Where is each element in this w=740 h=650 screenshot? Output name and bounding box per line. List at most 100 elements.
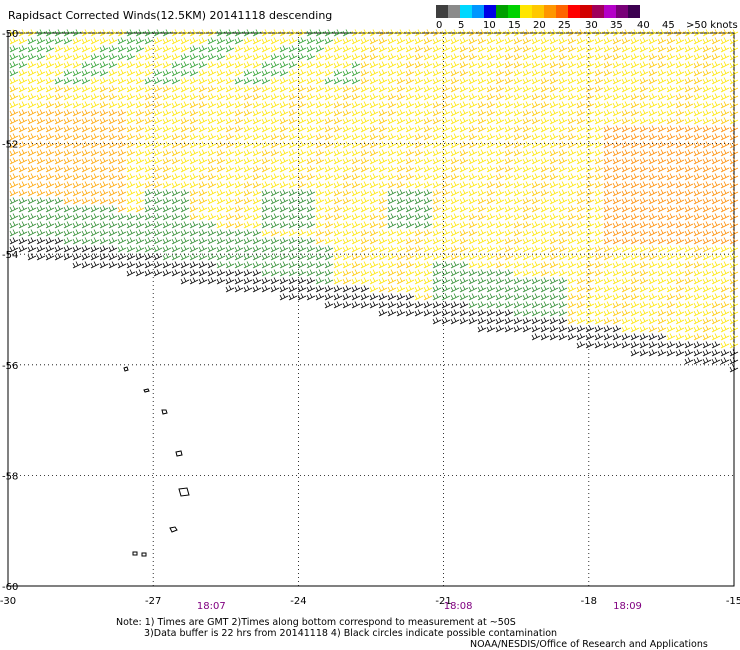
wind-barb <box>378 221 388 229</box>
wind-barb <box>603 45 613 53</box>
wind-barb <box>639 349 649 357</box>
wind-barb <box>630 141 640 149</box>
wind-barb <box>315 173 325 181</box>
wind-barb <box>144 189 154 197</box>
wind-barb <box>531 149 541 157</box>
wind-barb <box>522 125 532 133</box>
wind-barb <box>684 149 694 157</box>
wind-barb <box>324 245 334 253</box>
wind-barb <box>522 109 532 117</box>
wind-barb <box>486 253 496 261</box>
wind-barb <box>540 61 550 69</box>
wind-barb <box>630 229 640 237</box>
wind-barb <box>603 245 613 253</box>
wind-barb <box>234 133 244 141</box>
wind-barb <box>324 269 334 277</box>
wind-barb <box>702 157 712 165</box>
wind-barb <box>486 141 496 149</box>
wind-barb <box>621 61 631 69</box>
wind-barb <box>693 37 703 45</box>
wind-barb <box>639 277 649 285</box>
wind-barb <box>261 237 271 245</box>
wind-barb <box>144 213 154 221</box>
wind-barb <box>54 85 64 93</box>
wind-barb <box>405 173 415 181</box>
wind-barb <box>612 237 622 245</box>
wind-barb <box>630 117 640 125</box>
wind-barb <box>243 77 253 85</box>
wind-barb <box>9 197 19 205</box>
wind-barb <box>360 117 370 125</box>
wind-barb <box>720 165 730 173</box>
wind-barb <box>675 165 685 173</box>
wind-barb <box>576 37 586 45</box>
wind-barb <box>522 277 532 285</box>
wind-barb <box>684 213 694 221</box>
wind-barb <box>684 45 694 53</box>
latitude-label: -58 <box>2 471 18 482</box>
wind-barb <box>684 53 694 61</box>
wind-barb <box>711 125 721 133</box>
wind-barb <box>405 125 415 133</box>
wind-barb <box>504 237 514 245</box>
legend-swatch <box>508 5 520 18</box>
wind-barb <box>477 285 487 293</box>
wind-barb <box>720 117 730 125</box>
wind-barb <box>351 165 361 173</box>
wind-barb <box>162 197 172 205</box>
wind-barb <box>477 229 487 237</box>
wind-barb <box>522 189 532 197</box>
wind-barb <box>387 309 397 317</box>
wind-barb <box>594 197 604 205</box>
wind-barb <box>441 149 451 157</box>
wind-barb <box>333 221 343 229</box>
wind-barb <box>171 37 181 45</box>
wind-barb <box>135 101 145 109</box>
wind-barb <box>36 205 46 213</box>
wind-barb <box>594 149 604 157</box>
wind-barb <box>108 61 118 69</box>
wind-barb <box>585 325 595 333</box>
wind-barb <box>306 77 316 85</box>
wind-barb <box>675 261 685 269</box>
wind-barb <box>666 141 676 149</box>
wind-barb <box>72 101 82 109</box>
wind-barb <box>162 109 172 117</box>
wind-barb <box>351 181 361 189</box>
wind-barb <box>108 197 118 205</box>
wind-barb <box>225 229 235 237</box>
legend-tick-label: 10 <box>483 20 496 31</box>
wind-barb <box>513 325 523 333</box>
wind-barb <box>531 333 541 341</box>
wind-barb <box>207 117 217 125</box>
wind-barb <box>648 181 658 189</box>
wind-barb <box>405 189 415 197</box>
wind-barb <box>216 117 226 125</box>
wind-barb <box>423 253 433 261</box>
wind-barb <box>468 317 478 325</box>
wind-barb <box>378 165 388 173</box>
wind-barb <box>612 181 622 189</box>
wind-barb <box>558 237 568 245</box>
wind-barb <box>279 85 289 93</box>
wind-barb <box>666 309 676 317</box>
wind-barb <box>243 245 253 253</box>
wind-barb <box>342 229 352 237</box>
wind-barb <box>54 213 64 221</box>
wind-barb <box>279 189 289 197</box>
wind-barb <box>666 245 676 253</box>
wind-barb <box>468 29 478 37</box>
wind-barb <box>306 205 316 213</box>
wind-barb <box>387 93 397 101</box>
wind-barb <box>405 117 415 125</box>
wind-barb <box>504 93 514 101</box>
wind-barb <box>288 245 298 253</box>
wind-barb <box>630 333 640 341</box>
wind-barb <box>612 205 622 213</box>
wind-barb <box>72 157 82 165</box>
wind-barb <box>459 101 469 109</box>
wind-barb <box>567 245 577 253</box>
wind-barb <box>522 141 532 149</box>
wind-barb <box>72 261 82 269</box>
wind-barb <box>342 285 352 293</box>
